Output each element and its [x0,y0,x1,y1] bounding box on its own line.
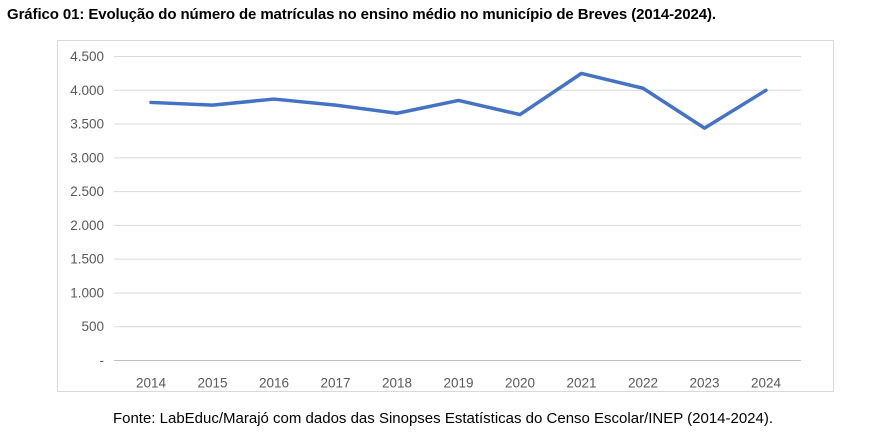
source-note: Fonte: LabEduc/Marajó com dados das Sino… [112,410,774,427]
x-tick-label: 2017 [320,376,350,391]
x-tick-label: 2014 [136,376,167,391]
y-tick-label: 2.500 [70,184,104,199]
y-tick-label: 3.000 [70,150,104,165]
x-tick-label: 2016 [259,376,289,391]
y-tick-label: 500 [81,319,104,334]
y-tick-label: 2.000 [70,218,104,233]
x-tick-label: 2022 [628,376,658,391]
y-tick-label: 3.500 [70,117,104,132]
line-chart: - 500 1.000 1.500 2.000 2.500 3.000 3.500 4.000 4… [70,49,801,391]
data-line-series [149,71,768,130]
y-tick-label: 1.000 [70,285,104,300]
chart-frame: - 500 1.000 1.500 2.000 2.500 3.000 3.500 4.000 4… [57,40,834,392]
y-tick-label: - [100,353,105,368]
chart-title: Gráfico 01: Evolução do número de matríc… [7,6,716,23]
x-tick-label: 2024 [751,376,782,391]
x-tick-label: 2020 [505,376,535,391]
x-tick-label: 2015 [197,376,227,391]
y-tick-label: 4.000 [70,83,104,98]
y-tick-label: 1.500 [70,252,104,267]
x-tick-label: 2021 [566,376,596,391]
x-tick-label: 2018 [382,376,412,391]
y-tick-label: 4.500 [70,49,104,64]
x-tick-label: 2023 [689,376,719,391]
x-tick-label: 2019 [443,376,473,391]
